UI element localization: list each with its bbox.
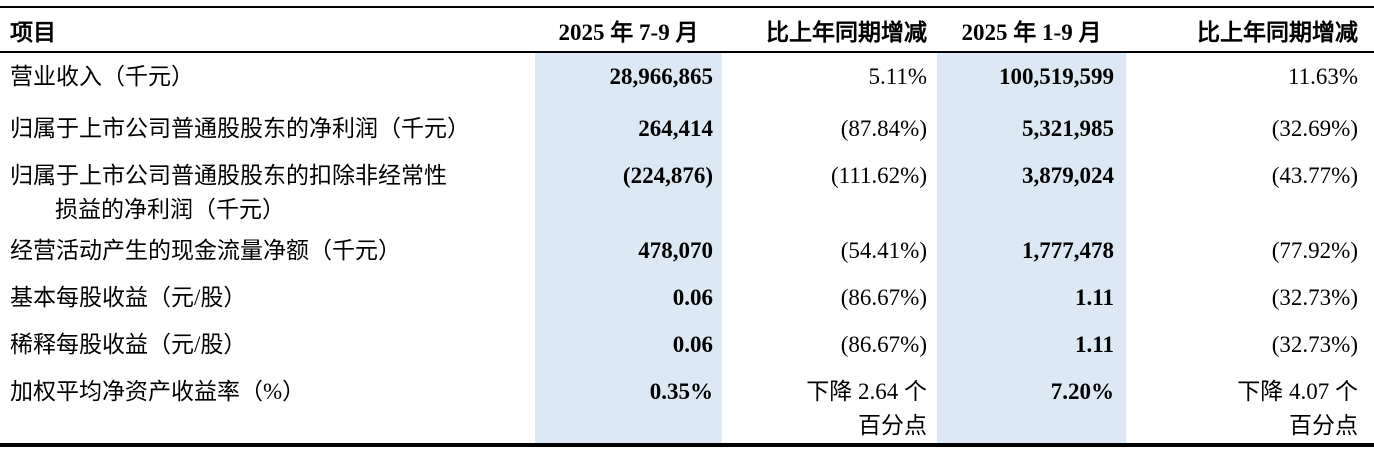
value-q3: 264,414 bbox=[535, 105, 722, 152]
table-row-net-profit: 归属于上市公司普通股股东的净利润（千元） 264,414 (87.84%) 5,… bbox=[0, 105, 1374, 152]
value-ytd-yoy: 下降 4.07 个 百分点 bbox=[1237, 379, 1358, 438]
row-label: 加权平均净资产收益率（%） bbox=[10, 379, 306, 404]
value-ytd-yoy: (32.73%) bbox=[1271, 332, 1358, 357]
value-q3-yoy: 下降 2.64 个 百分点 bbox=[806, 379, 927, 438]
col-header-2025-jul-sep: 2025 年 7-9 月 bbox=[558, 19, 699, 45]
value-q3-yoy: (54.41%) bbox=[840, 238, 927, 263]
financial-summary-table: 项目 2025 年 7-9 月 比上年同期增减 2025 年 1-9 月 比上年… bbox=[0, 6, 1374, 447]
col-header-2025-jan-sep: 2025 年 1-9 月 bbox=[961, 19, 1102, 45]
row-label: 稀释每股收益（元/股） bbox=[10, 332, 247, 357]
value-ytd-yoy: (32.69%) bbox=[1271, 116, 1358, 141]
value-q3-yoy: (86.67%) bbox=[840, 285, 927, 310]
value-ytd: 100,519,599 bbox=[937, 52, 1126, 105]
value-ytd: 1.11 bbox=[937, 321, 1126, 368]
value-ytd: 5,321,985 bbox=[937, 105, 1126, 152]
row-label: 基本每股收益（元/股） bbox=[10, 285, 247, 310]
value-q3: 0.35% bbox=[535, 368, 722, 445]
value-q3: 28,966,865 bbox=[535, 52, 722, 105]
value-ytd: 7.20% bbox=[937, 368, 1126, 445]
row-label: 经营活动产生的现金流量净额（千元） bbox=[10, 238, 401, 263]
col-header-yoy-change-q3: 比上年同期增减 bbox=[766, 19, 927, 45]
col-header-yoy-change-ytd: 比上年同期增减 bbox=[1197, 19, 1358, 45]
value-ytd: 3,879,024 bbox=[937, 152, 1126, 227]
value-q3-yoy: (86.67%) bbox=[840, 332, 927, 357]
value-q3: 0.06 bbox=[535, 274, 722, 321]
table-row-net-profit-excl-nonrecurring: 归属于上市公司普通股股东的扣除非经常性 损益的净利润（千元） (224,876)… bbox=[0, 152, 1374, 227]
table-row-operating-revenue: 营业收入（千元） 28,966,865 5.11% 100,519,599 11… bbox=[0, 52, 1374, 105]
value-q3: 478,070 bbox=[535, 227, 722, 274]
value-ytd-yoy: (43.77%) bbox=[1271, 163, 1358, 188]
table-body: 营业收入（千元） 28,966,865 5.11% 100,519,599 11… bbox=[0, 52, 1374, 445]
col-header-item: 项目 bbox=[10, 19, 56, 45]
value-q3-yoy: (111.62%) bbox=[830, 163, 927, 188]
row-label: 营业收入（千元） bbox=[10, 64, 194, 89]
value-q3: (224,876) bbox=[535, 152, 722, 227]
table-row-diluted-eps: 稀释每股收益（元/股） 0.06 (86.67%) 1.11 (32.73%) bbox=[0, 321, 1374, 368]
table-header: 项目 2025 年 7-9 月 比上年同期增减 2025 年 1-9 月 比上年… bbox=[0, 7, 1374, 52]
row-label: 归属于上市公司普通股股东的扣除非经常性 损益的净利润（千元） bbox=[10, 163, 447, 222]
value-q3: 0.06 bbox=[535, 321, 722, 368]
value-q3-yoy: (87.84%) bbox=[840, 116, 927, 141]
table-row-basic-eps: 基本每股收益（元/股） 0.06 (86.67%) 1.11 (32.73%) bbox=[0, 274, 1374, 321]
row-label: 归属于上市公司普通股股东的净利润（千元） bbox=[10, 116, 470, 141]
value-ytd: 1.11 bbox=[937, 274, 1126, 321]
value-ytd-yoy: (32.73%) bbox=[1271, 285, 1358, 310]
value-ytd: 1,777,478 bbox=[937, 227, 1126, 274]
value-q3-yoy: 5.11% bbox=[868, 64, 927, 89]
value-ytd-yoy: (77.92%) bbox=[1271, 238, 1358, 263]
table-row-weighted-avg-roe: 加权平均净资产收益率（%） 0.35% 下降 2.64 个 百分点 7.20% … bbox=[0, 368, 1374, 445]
table-row-operating-cash-flow: 经营活动产生的现金流量净额（千元） 478,070 (54.41%) 1,777… bbox=[0, 227, 1374, 274]
header-row: 项目 2025 年 7-9 月 比上年同期增减 2025 年 1-9 月 比上年… bbox=[0, 7, 1374, 52]
value-ytd-yoy: 11.63% bbox=[1287, 64, 1358, 89]
